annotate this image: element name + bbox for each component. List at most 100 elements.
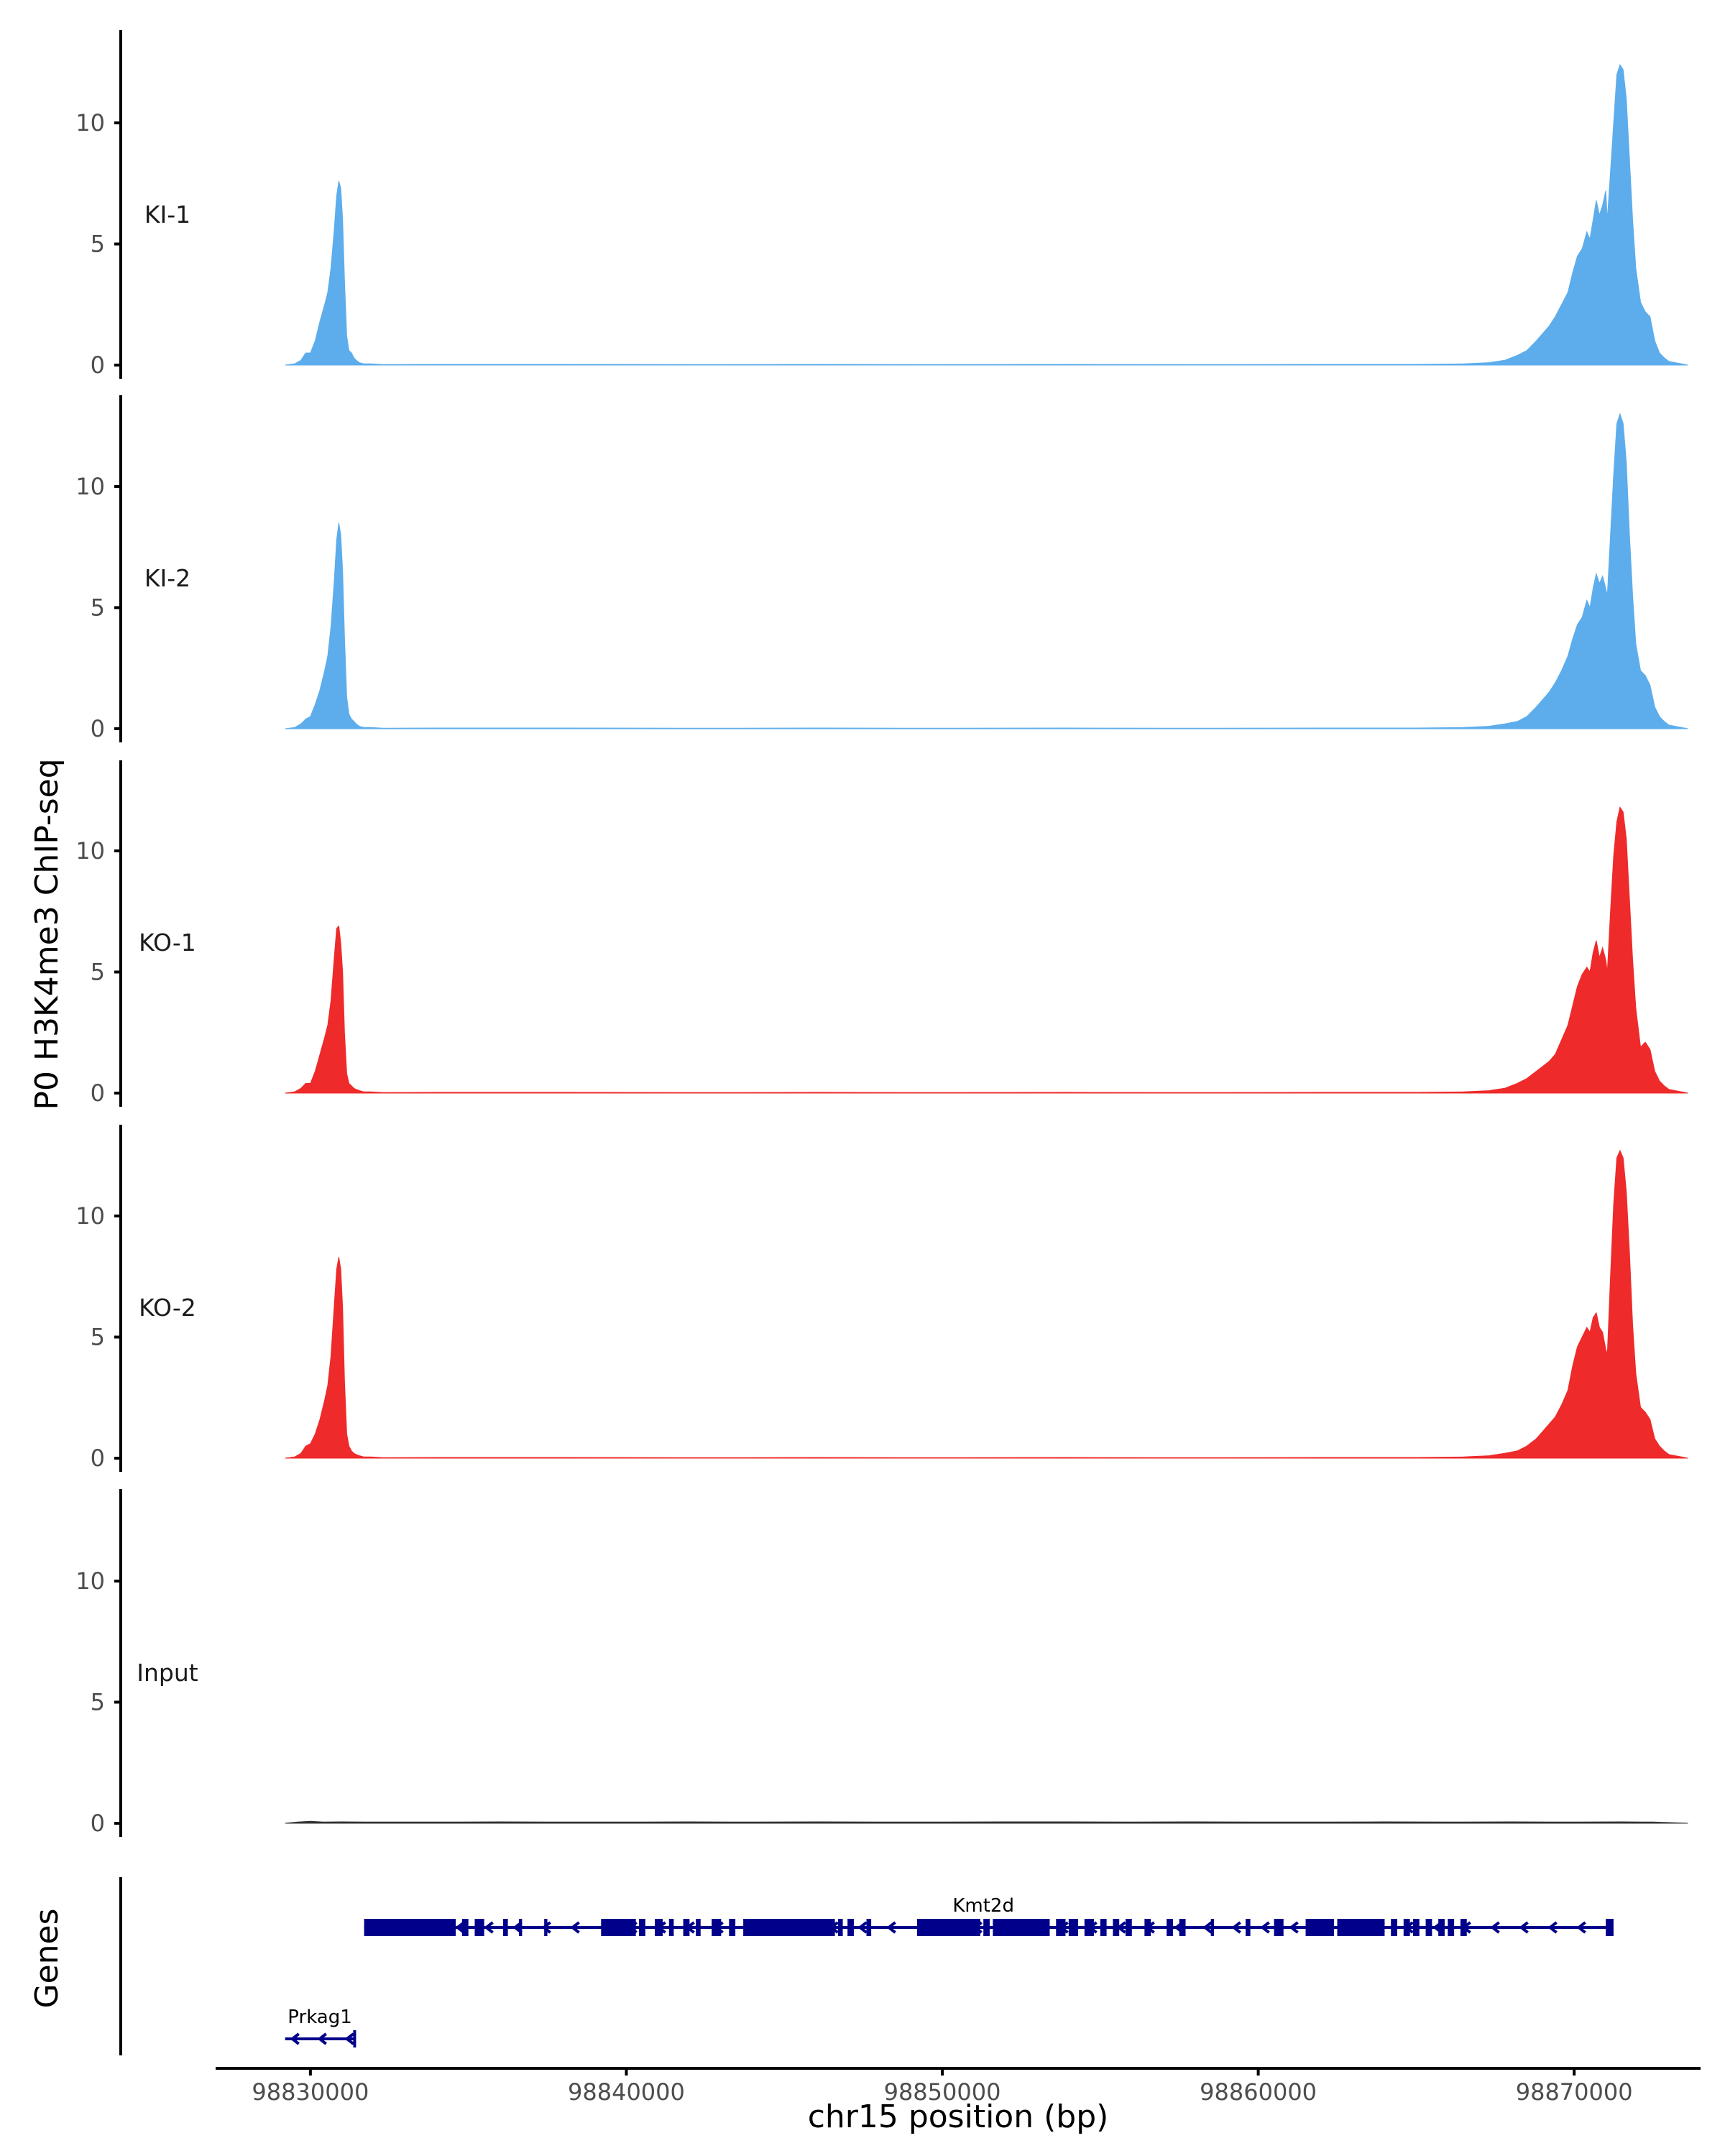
y-tick-label: 10 [75,1567,105,1595]
exon [1391,1919,1398,1936]
exon [1068,1919,1079,1936]
strand-arrow [599,1921,609,1934]
exon [503,1919,508,1936]
track-input: 0 5 10 Input [75,1489,1688,1837]
strand-arrow [344,2032,354,2045]
track-label: Input [137,1659,198,1687]
y-tick-label: 0 [91,1445,105,1472]
gene-label: Prkag1 [288,2007,352,2028]
signal-area [285,806,1688,1094]
track-label: KO-2 [139,1294,196,1322]
exon [1438,1919,1445,1936]
strand-arrow [714,1921,724,1934]
signal-area [285,413,1688,729]
strand-arrow [1231,1921,1241,1934]
strand-arrow [1375,1921,1385,1934]
tracks-layer: 0 5 10 KI-1 0 5 10 KI-2 0 5 10 KO-1 0 5 10 KO-2 0 5 10 Inpu… [75,30,1688,1837]
track-ki-1: 0 5 10 KI-1 [75,30,1688,379]
track-label: KI-1 [144,201,190,229]
exon [474,1919,484,1936]
strand-arrow [1490,1921,1500,1934]
y-tick-label: 10 [75,837,105,865]
strand-arrow [1001,1921,1011,1934]
exon [461,1919,469,1936]
strand-arrow [570,1921,580,1934]
y-tick-label: 10 [75,1202,105,1230]
strand-arrow [800,1921,810,1934]
y-tick-label: 5 [91,1324,105,1351]
y-tick-label: 5 [91,231,105,258]
x-axis: 98830000 98840000 98850000 98860000 98870000 [216,2067,1701,2106]
exon [1167,1919,1173,1936]
strand-arrow [1432,1921,1443,1934]
exon [1179,1919,1186,1936]
strand-arrow [455,1921,465,1934]
exon [743,1919,835,1936]
y-tick-label: 0 [91,715,105,742]
x-tick-label: 98840000 [568,2078,685,2106]
strand-arrow [1461,1921,1471,1934]
exon [837,1919,843,1936]
y-tick-label: 5 [91,1689,105,1716]
exon [1412,1919,1420,1936]
strand-arrow [1317,1921,1328,1934]
exon [1113,1919,1120,1936]
exon [993,1919,1050,1936]
strand-arrow [1174,1921,1184,1934]
exon [847,1919,854,1936]
exon [1606,1919,1612,1936]
x-axis-title: chr15 position (bp) [808,2099,1109,2135]
strand-arrow [1519,1921,1529,1934]
exon [639,1919,645,1936]
exon [1425,1919,1432,1936]
y-tick-label: 0 [91,351,105,379]
strand-arrow [829,1921,839,1934]
strand-arrow [1202,1921,1213,1934]
exon [364,1919,456,1936]
exon [1100,1919,1107,1936]
y-tick-label: 10 [75,473,105,500]
strand-arrow [397,1921,408,1934]
strand-arrow [1030,1921,1040,1934]
strand-arrow [541,1921,551,1934]
strand-arrow [944,1921,954,1934]
signal-area [285,63,1688,366]
strand-arrow [512,1921,523,1934]
track-label: KO-1 [139,929,196,957]
strand-arrow [857,1921,868,1934]
y-tick-label: 10 [75,109,105,137]
strand-arrow [1145,1921,1155,1934]
x-tick-label: 98830000 [252,2078,369,2106]
strand-arrow [656,1921,666,1934]
strand-arrow [771,1921,781,1934]
strand-arrow [1289,1921,1299,1934]
strand-arrow [1116,1921,1126,1934]
strand-arrow [1260,1921,1270,1934]
y-axis-title: P0 H3K4me3 ChIP-seq [29,758,65,1110]
strand-arrow [886,1921,896,1934]
gene-track: Kmt2d Prkag1 [119,1877,1614,2055]
strand-arrow [1059,1921,1069,1934]
strand-arrow [1346,1921,1356,1934]
track-ko-1: 0 5 10 KO-1 [75,760,1688,1107]
x-tick-label: 98870000 [1516,2078,1633,2106]
strand-arrow [290,2032,300,2045]
track-ko-2: 0 5 10 KO-2 [75,1125,1688,1472]
exon [668,1919,674,1936]
exon [1246,1919,1251,1936]
exon [983,1919,990,1936]
exon [729,1919,736,1936]
strand-arrow [484,1921,494,1934]
exon [518,1919,523,1936]
strand-arrow [627,1921,638,1934]
signal-area [285,1820,1688,1824]
gene-label: Kmt2d [952,1895,1014,1917]
exon [1274,1919,1284,1936]
exon [1448,1919,1455,1936]
strand-arrow [1087,1921,1098,1934]
strand-arrow [742,1921,753,1934]
strand-arrow [369,1921,379,1934]
exon [866,1919,872,1936]
gene-track-label: Genes [29,1908,65,2008]
